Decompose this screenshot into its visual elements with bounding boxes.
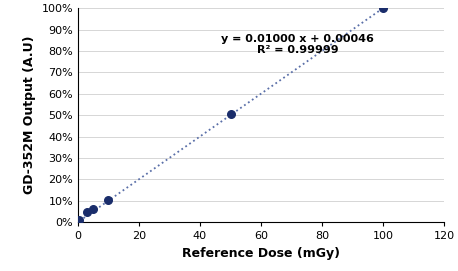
Point: [380, 6, 387, 10]
Point: [76, 218, 83, 222]
Point: [83, 209, 91, 214]
Point: [89, 207, 97, 212]
Point: [105, 198, 112, 202]
Point: [227, 112, 234, 116]
X-axis label: Reference Dose (mGy): Reference Dose (mGy): [182, 247, 340, 260]
Text: y = 0.01000 x + 0.00046
R² = 0.99999: y = 0.01000 x + 0.00046 R² = 0.99999: [221, 34, 374, 55]
Y-axis label: GD-352M Output (A.U): GD-352M Output (A.U): [23, 36, 36, 194]
